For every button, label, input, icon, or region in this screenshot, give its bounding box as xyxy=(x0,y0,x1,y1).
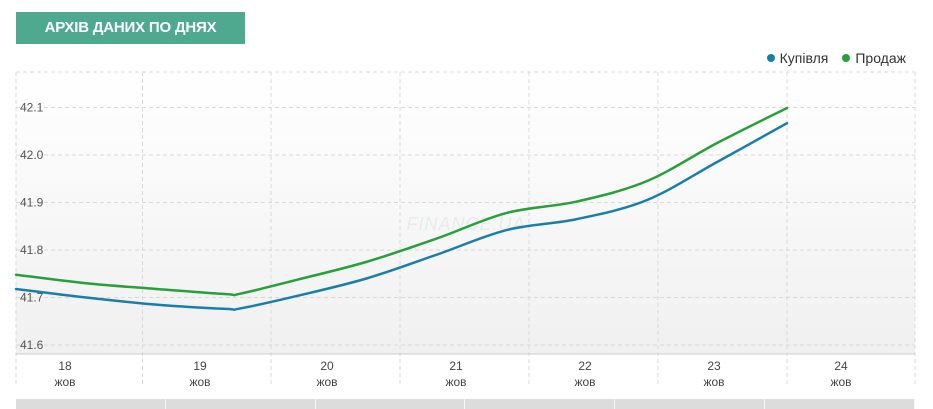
navigator-segment xyxy=(16,399,166,409)
series-line-sell[interactable] xyxy=(14,106,789,297)
y-tick-label: 41.7 xyxy=(20,291,44,305)
y-axis-labels: 41.6 41.7 41.8 41.9 42.0 42.1 xyxy=(20,101,44,353)
y-tick-label: 41.6 xyxy=(20,338,44,352)
x-tick-month: жов xyxy=(830,375,851,389)
section-title: АРХІВ ДАНИХ ПО ДНЯХ xyxy=(16,12,245,44)
legend-item-sell[interactable]: Продаж xyxy=(842,50,906,66)
x-tick-day: 20 xyxy=(320,359,334,373)
watermark: FINANCE.UA xyxy=(406,214,525,234)
legend-item-buy[interactable]: Купівля xyxy=(766,50,829,66)
x-tick-day: 22 xyxy=(578,359,592,373)
x-tick-month: жов xyxy=(703,375,724,389)
x-tick-month: жов xyxy=(316,375,337,389)
chart-legend: Купівля Продаж xyxy=(766,50,906,66)
y-tick-label: 41.8 xyxy=(20,243,44,257)
plot-background xyxy=(16,72,915,354)
navigator-segment xyxy=(316,399,466,409)
navigator-segment xyxy=(765,399,915,409)
navigator-strip[interactable] xyxy=(16,399,915,409)
x-tick-day: 21 xyxy=(449,359,463,373)
x-tick-month: жов xyxy=(574,375,595,389)
x-tick-day: 19 xyxy=(193,359,207,373)
x-tick-month: жов xyxy=(54,375,75,389)
navigator-segment xyxy=(166,399,316,409)
legend-marker-buy xyxy=(766,54,775,62)
navigator-segment xyxy=(465,399,616,409)
x-axis-labels: 18 жов 19 жов 20 жов 21 жов 22 жов 23 жов 24 жов xyxy=(54,359,851,389)
legend-marker-sell xyxy=(842,54,851,62)
navigator-segment xyxy=(615,399,766,409)
x-tick-month: жов xyxy=(189,375,210,389)
x-tick-day: 23 xyxy=(707,359,721,373)
x-tick-month: жов xyxy=(445,375,466,389)
y-tick-label: 42.0 xyxy=(20,148,44,162)
y-tick-label: 42.1 xyxy=(20,101,44,115)
x-tick-day: 18 xyxy=(58,359,72,373)
series-line-buy[interactable] xyxy=(14,121,789,311)
grid-lines xyxy=(15,71,916,385)
y-tick-label: 41.9 xyxy=(20,196,44,210)
legend-label-sell: Продаж xyxy=(855,50,906,66)
legend-label-buy: Купівля xyxy=(779,50,829,66)
x-tick-day: 24 xyxy=(834,359,848,373)
series-layer xyxy=(14,106,789,311)
